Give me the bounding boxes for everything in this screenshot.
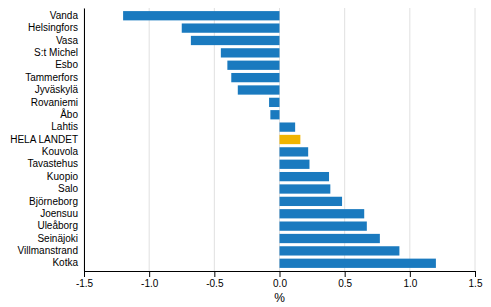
grid-line [409, 8, 410, 271]
y-tick: Villmanstrand [18, 245, 78, 256]
y-tick-label: Vasa [56, 35, 78, 46]
bar [182, 23, 280, 32]
x-tick-mark [345, 271, 346, 277]
y-tick-label: Tavastehus [27, 158, 78, 169]
y-tick: Vasa [56, 35, 78, 46]
y-tick: Uleåborg [37, 220, 78, 231]
y-tick: Rovaniemi [31, 97, 78, 108]
bar [221, 48, 280, 57]
x-tick-label: -1.0 [141, 278, 159, 289]
x-tick-mark [214, 271, 215, 277]
y-tick-label: Seinäjoki [37, 233, 78, 244]
y-tick-label: S:t Michel [34, 47, 78, 58]
bar [280, 147, 309, 156]
bar [280, 259, 436, 268]
y-tick-label: Villmanstrand [18, 245, 78, 256]
y-tick-label: HELA LANDET [10, 134, 78, 145]
y-tick: Kuopio [47, 171, 79, 182]
y-tick-label: Tammerfors [25, 72, 78, 83]
bar [280, 184, 331, 193]
y-tick-label: Kotka [52, 257, 78, 268]
bar [191, 36, 280, 45]
y-axis: VandaHelsingfors VasaS:t MichelEsbo Tammer… [10, 9, 84, 272]
bar [280, 221, 367, 230]
y-tick-label: Salo [58, 183, 78, 194]
y-tick-label: Esbo [55, 59, 78, 70]
x-tick-mark [84, 271, 85, 277]
chart: -1.5 -1.0 -0.5 0.0 0.5 1.0 1.5 VandaHelsingfors… [0, 0, 491, 307]
bar [280, 209, 365, 218]
x-tick-mark [410, 271, 411, 277]
y-tick-label: Åbo [60, 108, 78, 120]
grid [84, 8, 475, 271]
x-tick: -1.5 [76, 271, 94, 289]
x-tick: -1.0 [141, 271, 159, 289]
y-tick: Joensuu [40, 208, 78, 219]
y-tick: Kotka [52, 257, 78, 268]
grid-line [84, 8, 85, 271]
y-tick: Jyväskylä [35, 84, 79, 95]
y-tick: S:t Michel [34, 47, 78, 58]
bar [269, 98, 279, 107]
x-tick: 0.0 [273, 271, 287, 289]
x-axis-title: % [274, 291, 285, 305]
x-tick-label: 0.0 [273, 278, 287, 289]
y-tick-label: Rovaniemi [31, 97, 78, 108]
x-axis: -1.5 -1.0 -0.5 0.0 0.5 1.0 1.5 [76, 271, 483, 289]
y-tick-label: Vanda [50, 10, 79, 21]
grid-line [149, 8, 150, 271]
bar [280, 172, 330, 181]
x-tick-mark [149, 271, 150, 277]
bar [270, 110, 279, 119]
y-axis-line [84, 9, 85, 272]
x-tick-label: -1.5 [76, 278, 94, 289]
x-tick-mark [475, 271, 476, 277]
bar [280, 135, 301, 144]
y-tick: HELA LANDET [10, 134, 78, 145]
bar [231, 73, 279, 82]
grid-line [344, 8, 345, 271]
x-tick: 1.0 [403, 271, 417, 289]
y-tick: Tammerfors [25, 72, 78, 83]
x-tick: -0.5 [206, 271, 224, 289]
plot: -1.5 -1.0 -0.5 0.0 0.5 1.0 1.5 VandaHelsingfors… [10, 8, 483, 305]
grid-line [214, 8, 215, 271]
x-tick: 1.5 [469, 271, 483, 289]
y-tick: Vanda [50, 10, 79, 21]
x-tick-label: -0.5 [206, 278, 224, 289]
bar [280, 234, 380, 243]
y-tick-label: Lahtis [51, 121, 78, 132]
y-tick: Björneborg [29, 196, 78, 207]
x-tick-label: 1.5 [469, 278, 483, 289]
y-tick-label: Jyväskylä [35, 84, 79, 95]
x-tick: 0.5 [338, 271, 352, 289]
y-tick: Kouvola [42, 146, 79, 157]
grid-line [475, 8, 476, 271]
y-tick: Salo [58, 183, 78, 194]
bar [238, 85, 280, 94]
bar [280, 160, 310, 169]
x-tick-label: 0.5 [338, 278, 352, 289]
x-axis-line [85, 272, 476, 278]
y-tick: Seinäjoki [37, 233, 78, 244]
bar [123, 11, 279, 20]
y-tick-label: Helsingfors [28, 22, 78, 33]
y-tick: Esbo [55, 59, 78, 70]
x-tick-mark [280, 271, 281, 277]
bar [280, 197, 343, 206]
y-tick: Lahtis [51, 121, 78, 132]
bar [227, 61, 279, 70]
bars [123, 11, 436, 268]
y-tick-label: Kuopio [47, 171, 79, 182]
y-tick-label: Uleåborg [37, 220, 78, 231]
y-tick: Helsingfors [28, 22, 78, 33]
y-tick: Tavastehus [27, 158, 78, 169]
y-tick-label: Joensuu [40, 208, 78, 219]
y-tick-label: Björneborg [29, 196, 78, 207]
y-tick: Åbo [60, 108, 78, 120]
bar [280, 246, 400, 255]
bar [280, 122, 296, 131]
x-tick-label: 1.0 [403, 278, 417, 289]
y-tick-label: Kouvola [42, 146, 79, 157]
